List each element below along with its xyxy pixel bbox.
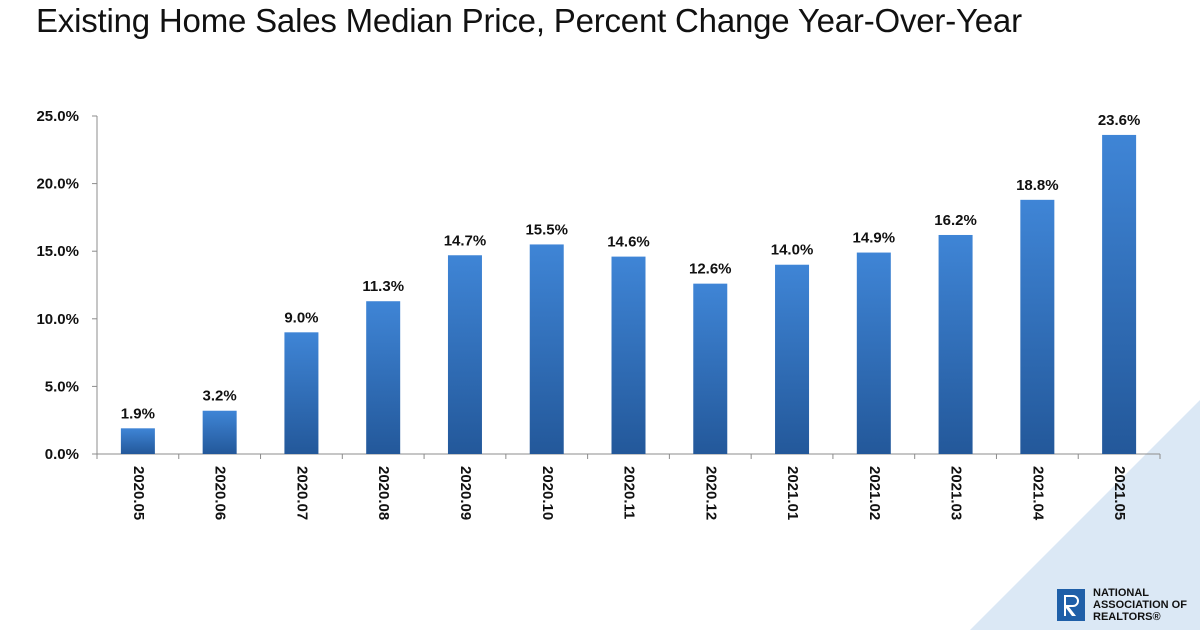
bar-2021.02 bbox=[856, 252, 891, 454]
bar-2020.11 bbox=[611, 256, 646, 454]
bar-2020.09 bbox=[447, 255, 482, 454]
data-label: 14.9% bbox=[853, 230, 896, 247]
data-label: 14.6% bbox=[607, 234, 650, 251]
y-tick-label: 10.0% bbox=[36, 311, 79, 328]
chart-title: Existing Home Sales Median Price, Percen… bbox=[36, 2, 1022, 39]
bar-2020.08 bbox=[366, 301, 401, 454]
data-label: 11.3% bbox=[362, 278, 404, 295]
bar-2020.06 bbox=[202, 410, 237, 454]
y-tick-label: 5.0% bbox=[45, 378, 79, 395]
data-label: 12.6% bbox=[689, 261, 732, 278]
x-tick-label: 2020.08 bbox=[375, 466, 392, 520]
x-tick-label: 2021.02 bbox=[866, 466, 883, 520]
bar-2021.03 bbox=[938, 234, 973, 454]
x-tick-label: 2021.03 bbox=[948, 466, 965, 520]
data-label: 16.2% bbox=[934, 212, 977, 229]
y-tick-label: 20.0% bbox=[36, 176, 79, 193]
data-label: 18.8% bbox=[1016, 177, 1059, 194]
y-tick-label: 15.0% bbox=[36, 243, 79, 260]
bar-2021.01 bbox=[775, 264, 810, 454]
bar-2020.05 bbox=[120, 428, 155, 454]
x-tick-label: 2020.05 bbox=[130, 466, 147, 520]
y-tick-label: 25.0% bbox=[36, 108, 79, 125]
bar-2021.05 bbox=[1102, 134, 1137, 455]
y-tick-label: 0.0% bbox=[45, 446, 79, 463]
data-label: 9.0% bbox=[284, 309, 318, 326]
x-tick-label: 2020.12 bbox=[702, 466, 719, 520]
realtor-r-icon bbox=[1057, 589, 1085, 621]
x-tick-label: 2020.07 bbox=[293, 466, 310, 520]
nar-logo: NATIONAL ASSOCIATION OF REALTORS® bbox=[1057, 585, 1187, 625]
logo-text: NATIONAL ASSOCIATION OF REALTORS® bbox=[1093, 587, 1187, 623]
bar-2020.07 bbox=[284, 332, 319, 454]
x-tick-label: 2021.01 bbox=[784, 466, 801, 520]
x-tick-label: 2020.10 bbox=[539, 466, 556, 520]
bar-2020.12 bbox=[693, 283, 728, 454]
x-tick-label: 2020.09 bbox=[457, 466, 474, 520]
bar-2021.04 bbox=[1020, 199, 1055, 454]
data-label: 15.5% bbox=[525, 221, 568, 238]
data-label: 3.2% bbox=[203, 388, 237, 405]
x-tick-label: 2021.04 bbox=[1029, 466, 1046, 521]
data-label: 1.9% bbox=[121, 405, 155, 422]
data-label: 14.7% bbox=[444, 232, 487, 249]
bar-2020.10 bbox=[529, 244, 564, 454]
x-tick-label: 2020.11 bbox=[621, 466, 638, 519]
data-label: 14.0% bbox=[771, 242, 814, 259]
data-label: 23.6% bbox=[1098, 112, 1141, 129]
x-tick-label: 2020.06 bbox=[212, 466, 229, 520]
x-tick-label: 2021.05 bbox=[1111, 466, 1128, 520]
